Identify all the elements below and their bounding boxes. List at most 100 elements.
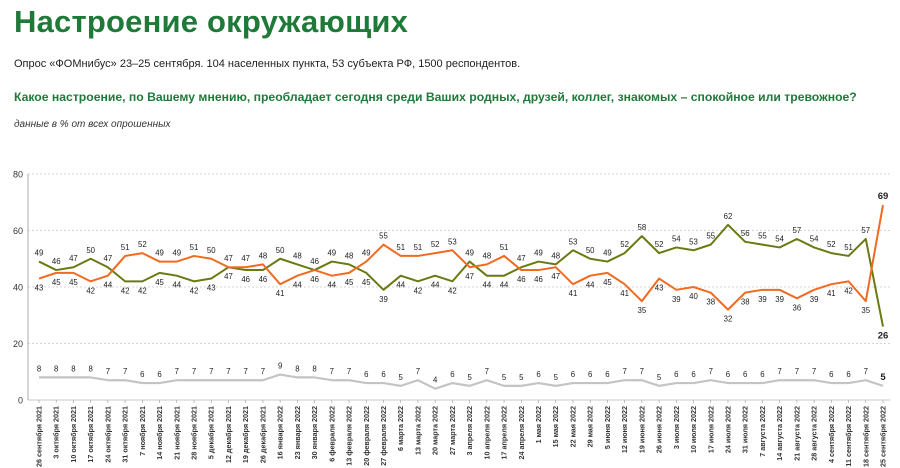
unknown-data-label: 5	[502, 373, 507, 382]
calm-data-label: 44	[172, 281, 181, 290]
anxious-data-label: 40	[689, 292, 698, 301]
x-tick-label: 26 сентября 2021	[35, 406, 44, 467]
x-tick-label: 10 июля 2022	[689, 406, 698, 453]
anxious-data-label: 51	[500, 243, 509, 252]
x-tick-label: 3 июля 2022	[672, 406, 681, 449]
anxious-data-label: 48	[482, 251, 491, 260]
unknown-data-label: 6	[846, 370, 850, 379]
anxious-data-label: 49	[155, 249, 164, 258]
unknown-data-label: 8	[295, 364, 299, 373]
unknown-data-label: 5	[554, 373, 559, 382]
anxious-data-label: 44	[293, 281, 302, 290]
unknown-data-label: 7	[244, 367, 248, 376]
y-tick-label: 20	[13, 339, 23, 349]
unknown-data-label: 6	[450, 370, 454, 379]
anxious-data-label: 47	[241, 254, 250, 263]
x-tick-label: 28 ноября 2021	[190, 406, 199, 460]
x-tick-label: 21 ноября 2021	[172, 406, 181, 460]
anxious-data-label: 39	[672, 295, 681, 304]
x-tick-label: 14 ноября 2021	[155, 406, 164, 460]
x-tick-label: 30 января 2022	[310, 406, 319, 459]
anxious-data-label: 36	[793, 303, 802, 312]
x-tick-label: 14 августа 2022	[775, 406, 784, 461]
calm-data-label: 53	[569, 237, 578, 246]
anxious-data-label: 39	[775, 295, 784, 304]
x-tick-label: 5 июня 2022	[603, 406, 612, 449]
calm-data-label: 50	[86, 246, 95, 255]
anxious-data-label: 48	[259, 251, 268, 260]
survey-question: Какое настроение, по Вашему мнению, прео…	[14, 90, 857, 104]
unknown-data-label: 6	[691, 370, 695, 379]
unknown-data-label: 7	[192, 367, 196, 376]
anxious-data-label: 55	[379, 232, 388, 241]
calm-data-label: 50	[586, 246, 595, 255]
calm-data-label: 47	[224, 254, 233, 263]
calm-data-label: 44	[396, 281, 405, 290]
unknown-data-label: 7	[777, 367, 781, 376]
anxious-data-label: 44	[586, 281, 595, 290]
anxious-data-label: 49	[172, 249, 181, 258]
unknown-data-label: 7	[261, 367, 265, 376]
unknown-data-label: 6	[536, 370, 540, 379]
calm-data-label: 52	[827, 240, 836, 249]
calm-data-label: 47	[517, 254, 526, 263]
calm-data-label: 49	[35, 249, 44, 258]
x-tick-label: 27 февраля 2022	[379, 406, 388, 466]
anxious-data-label: 47	[224, 272, 233, 281]
anxious-series-line	[38, 204, 884, 311]
unknown-data-label: 6	[760, 370, 764, 379]
calm-data-label: 44	[431, 281, 440, 290]
x-tick-label: 10 октября 2021	[69, 406, 78, 463]
unknown-series-line	[39, 373, 884, 390]
unknown-data-label: 7	[709, 367, 713, 376]
calm-data-label: 48	[551, 251, 560, 260]
unknown-data-label: 5	[657, 373, 662, 382]
anxious-data-label: 35	[861, 306, 870, 315]
calm-data-label: 43	[207, 284, 216, 293]
anxious-data-label: 51	[190, 243, 199, 252]
calm-data-label: 42	[414, 286, 423, 295]
anxious-data-label: 45	[52, 278, 61, 287]
y-tick-label: 80	[13, 170, 23, 180]
unknown-data-label: 4	[433, 376, 438, 385]
x-tick-label: 6 февраля 2022	[327, 406, 336, 462]
x-tick-label: 18 сентября 2022	[861, 406, 870, 467]
x-tick-label: 17 октября 2021	[86, 406, 95, 463]
anxious-data-label: 52	[431, 240, 440, 249]
anxious-data-label: 44	[327, 281, 336, 290]
calm-data-label: 45	[362, 278, 371, 287]
calm-data-label: 49	[327, 249, 336, 258]
unknown-data-label: 5	[880, 372, 886, 383]
unknown-data-label: 8	[89, 364, 93, 373]
x-tick-label: 21 августа 2022	[792, 406, 801, 461]
anxious-data-label: 41	[827, 289, 836, 298]
x-tick-label: 12 июня 2022	[620, 406, 629, 453]
survey-subtitle: Опрос «ФОМнибус» 23–25 сентября. 104 нас…	[14, 58, 521, 70]
y-tick-label: 40	[13, 283, 23, 293]
anxious-data-label: 45	[69, 278, 78, 287]
anxious-data-label: 46	[517, 275, 526, 284]
x-tick-label: 26 июня 2022	[655, 406, 664, 453]
calm-data-label: 39	[379, 295, 388, 304]
unknown-data-label: 5	[519, 373, 524, 382]
y-tick-label: 0	[18, 396, 23, 406]
calm-data-label: 46	[241, 275, 250, 284]
unknown-data-label: 9	[278, 362, 282, 371]
anxious-data-label: 38	[706, 298, 715, 307]
anxious-data-label: 45	[345, 278, 354, 287]
unknown-data-label: 7	[175, 367, 179, 376]
calm-data-label: 57	[861, 226, 870, 235]
unknown-data-label: 7	[795, 367, 799, 376]
x-tick-label: 20 февраля 2022	[362, 406, 371, 466]
calm-data-label: 46	[259, 275, 268, 284]
anxious-data-label: 41	[569, 289, 578, 298]
unknown-data-label: 7	[640, 367, 644, 376]
anxious-data-label: 43	[35, 284, 44, 293]
anxious-data-label: 35	[638, 306, 647, 315]
page-title: Настроение окружающих	[14, 4, 409, 39]
x-tick-label: 29 мая 2022	[586, 406, 595, 447]
x-tick-label: 19 декабря 2021	[241, 406, 250, 463]
unknown-data-label: 6	[605, 370, 609, 379]
calm-data-label: 50	[276, 246, 285, 255]
unknown-data-label: 7	[864, 367, 868, 376]
